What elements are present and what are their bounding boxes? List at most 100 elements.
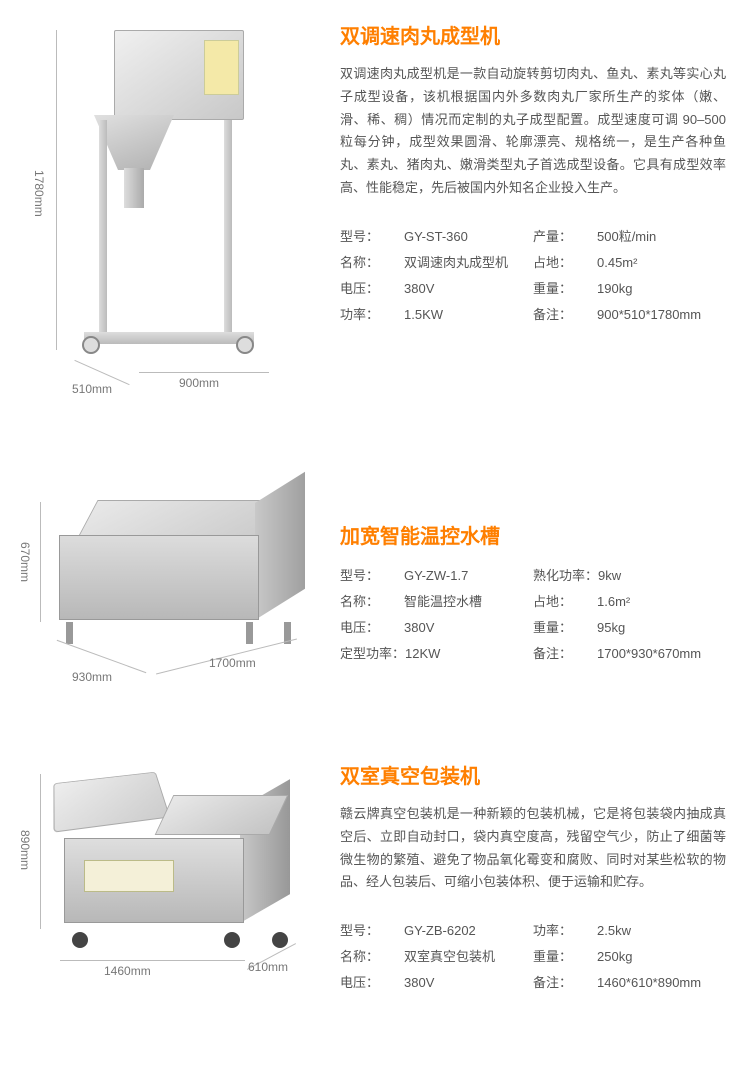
spec-label: 功率： [340, 302, 404, 328]
spec-value: 2.5kw [597, 918, 631, 944]
product2-info: 加宽智能温控水槽 型号：GY-ZW-1.7名称：智能温控水槽电压：380V定型功… [324, 480, 726, 720]
spec-row: 产量：500粒/min [533, 224, 726, 250]
spec-value: 380V [404, 970, 434, 996]
spec-value: 12KW [405, 641, 440, 667]
spec-label: 型号： [340, 224, 404, 250]
product2-specs: 型号：GY-ZW-1.7名称：智能温控水槽电压：380V定型功率：12KW 熟化… [340, 563, 726, 667]
spec-label: 电压： [340, 615, 404, 641]
product-section-2: 670mm 1700mm 930mm 加宽智能温控水槽 型号：GY-ZW-1.7… [0, 460, 750, 740]
spec-label: 电压： [340, 970, 404, 996]
product3-diagram: 890mm 1460mm 610mm [24, 760, 304, 990]
spec-row: 重量：190kg [533, 276, 726, 302]
spec-label: 名称： [340, 944, 404, 970]
spec-row: 占地：1.6m² [533, 589, 726, 615]
spec-label: 定型功率： [340, 641, 405, 667]
product2-diagram: 670mm 1700mm 930mm [24, 480, 304, 690]
product1-desc: 双调速肉丸成型机是一款自动旋转剪切肉丸、鱼丸、素丸等实心丸子成型设备，该机根据国… [340, 63, 726, 200]
spec-value: 1.5KW [404, 302, 443, 328]
product3-image-col: 890mm 1460mm 610mm [24, 760, 324, 1050]
spec-label: 功率： [533, 918, 597, 944]
spec-row: 备注：1460*610*890mm [533, 970, 726, 996]
spec-value: 380V [404, 276, 434, 302]
spec-label: 电压： [340, 276, 404, 302]
spec-row: 电压：380V [340, 970, 533, 996]
spec-value: 智能温控水槽 [404, 589, 482, 615]
product3-specs-left: 型号：GY-ZB-6202名称：双室真空包装机电压：380V [340, 918, 533, 996]
product-section-1: 1780mm 900mm 510mm 双调速肉丸成型机 双调速肉丸成型机是一款自… [0, 0, 750, 460]
spec-label: 占地： [533, 589, 597, 615]
spec-label: 重量： [533, 276, 597, 302]
spec-value: 380V [404, 615, 434, 641]
spec-row: 功率：1.5KW [340, 302, 533, 328]
product1-specs-left: 型号：GY-ST-360名称：双调速肉丸成型机电压：380V功率：1.5KW [340, 224, 533, 328]
spec-label: 重量： [533, 615, 597, 641]
product2-image-col: 670mm 1700mm 930mm [24, 480, 324, 720]
spec-label: 型号： [340, 563, 404, 589]
product1-info: 双调速肉丸成型机 双调速肉丸成型机是一款自动旋转剪切肉丸、鱼丸、素丸等实心丸子成… [324, 20, 726, 440]
product3-title: 双室真空包装机 [340, 760, 726, 789]
product3-desc: 赣云牌真空包装机是一种新颖的包装机械，它是将包装袋内抽成真空后、立即自动封口，袋… [340, 803, 726, 894]
spec-value: 1.6m² [597, 589, 630, 615]
spec-value: 1700*930*670mm [597, 641, 701, 667]
spec-value: 1460*610*890mm [597, 970, 701, 996]
spec-label: 型号： [340, 918, 404, 944]
product3-info: 双室真空包装机 赣云牌真空包装机是一种新颖的包装机械，它是将包装袋内抽成真空后、… [324, 760, 726, 1050]
product2-specs-left: 型号：GY-ZW-1.7名称：智能温控水槽电压：380V定型功率：12KW [340, 563, 533, 667]
spec-value: 190kg [597, 276, 632, 302]
spec-row: 备注：1700*930*670mm [533, 641, 726, 667]
spec-value: 900*510*1780mm [597, 302, 701, 328]
spec-value: 双调速肉丸成型机 [404, 250, 508, 276]
product2-title: 加宽智能温控水槽 [340, 520, 726, 549]
spec-label: 名称： [340, 589, 404, 615]
spec-label: 备注： [533, 641, 597, 667]
product3-specs-right: 功率：2.5kw重量：250kg备注：1460*610*890mm [533, 918, 726, 996]
product1-image-col: 1780mm 900mm 510mm [24, 20, 324, 440]
page-container: 1780mm 900mm 510mm 双调速肉丸成型机 双调速肉丸成型机是一款自… [0, 0, 750, 1070]
spec-row: 电压：380V [340, 615, 533, 641]
product1-dim-d: 510mm [72, 382, 112, 396]
spec-value: GY-ZB-6202 [404, 918, 476, 944]
spec-row: 型号：GY-ST-360 [340, 224, 533, 250]
spec-row: 名称：双室真空包装机 [340, 944, 533, 970]
spec-row: 重量：250kg [533, 944, 726, 970]
product3-dim-w: 1460mm [104, 964, 151, 978]
product3-specs: 型号：GY-ZB-6202名称：双室真空包装机电压：380V 功率：2.5kw重… [340, 918, 726, 996]
spec-row: 重量：95kg [533, 615, 726, 641]
spec-label: 占地： [533, 250, 597, 276]
product2-specs-right: 熟化功率：9kw占地：1.6m²重量：95kg备注：1700*930*670mm [533, 563, 726, 667]
spec-row: 型号：GY-ZB-6202 [340, 918, 533, 944]
spec-label: 备注： [533, 302, 597, 328]
spec-row: 名称：智能温控水槽 [340, 589, 533, 615]
product-section-3: 890mm 1460mm 610mm 双室真空包装机 赣云牌真空包装机是一种新颖… [0, 740, 750, 1070]
spec-label: 产量： [533, 224, 597, 250]
spec-value: 250kg [597, 944, 632, 970]
product3-dim-h: 890mm [18, 830, 32, 870]
product1-dim-h: 1780mm [32, 170, 46, 217]
spec-row: 备注：900*510*1780mm [533, 302, 726, 328]
product3-dim-d: 610mm [248, 960, 288, 974]
spec-row: 定型功率：12KW [340, 641, 533, 667]
product2-dim-h: 670mm [18, 542, 32, 582]
spec-label: 熟化功率： [533, 563, 598, 589]
spec-value: 9kw [598, 563, 621, 589]
spec-row: 占地：0.45m² [533, 250, 726, 276]
spec-value: 0.45m² [597, 250, 637, 276]
spec-value: 双室真空包装机 [404, 944, 495, 970]
product2-dim-w: 1700mm [209, 656, 256, 670]
spec-value: 95kg [597, 615, 625, 641]
spec-label: 名称： [340, 250, 404, 276]
spec-value: 500粒/min [597, 224, 656, 250]
spec-value: GY-ZW-1.7 [404, 563, 468, 589]
product1-diagram: 1780mm 900mm 510mm [24, 20, 304, 390]
spec-row: 名称：双调速肉丸成型机 [340, 250, 533, 276]
spec-row: 型号：GY-ZW-1.7 [340, 563, 533, 589]
product1-dim-w: 900mm [179, 376, 219, 390]
spec-row: 功率：2.5kw [533, 918, 726, 944]
spec-value: GY-ST-360 [404, 224, 468, 250]
spec-label: 重量： [533, 944, 597, 970]
product2-dim-d: 930mm [72, 670, 112, 684]
spec-label: 备注： [533, 970, 597, 996]
spec-row: 电压：380V [340, 276, 533, 302]
product1-specs-right: 产量：500粒/min占地：0.45m²重量：190kg备注：900*510*1… [533, 224, 726, 328]
spec-row: 熟化功率：9kw [533, 563, 726, 589]
